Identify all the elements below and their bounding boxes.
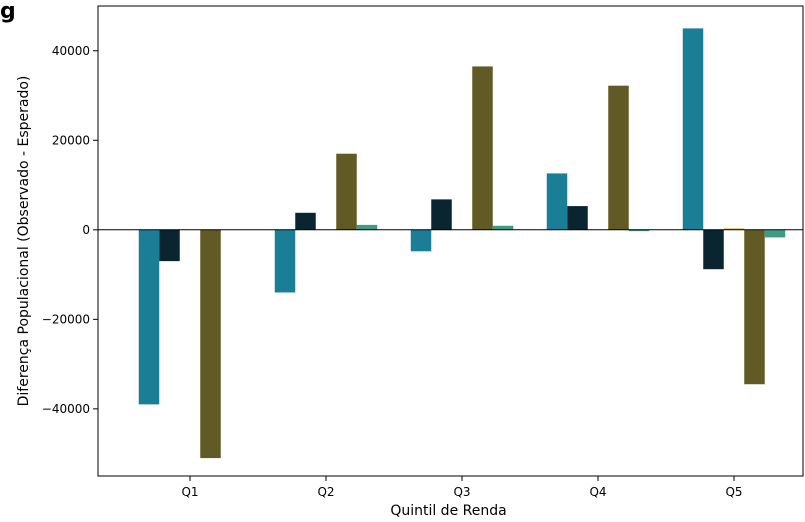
bar-s1-q2	[295, 212, 316, 230]
bar-s2-q5	[723, 228, 745, 230]
y-axis-label: Diferença Populacional (Observado - Espe…	[16, 76, 32, 407]
x-axis-ticks: Q1 Q2 Q3 Q4 Q5	[181, 476, 743, 499]
bar-s1-q4	[567, 206, 588, 230]
bar-s1-q1	[159, 229, 180, 262]
bar-s3-q5	[744, 229, 765, 385]
bar-s0-q3	[410, 229, 432, 252]
y-tick-label: −20000	[42, 312, 90, 326]
bar-s4-q2	[356, 224, 378, 230]
x-tick-label-q5: Q5	[725, 485, 742, 499]
y-tick-label: 0	[82, 223, 90, 237]
bar-s0-q1	[138, 229, 160, 405]
y-tick-label: 40000	[52, 44, 90, 58]
bar-s4-q5	[764, 229, 786, 238]
bar-s0-q4	[546, 173, 568, 230]
y-tick-label: 20000	[52, 133, 90, 147]
x-tick-label-q2: Q2	[317, 485, 334, 499]
y-axis-ticks: −40000 −20000 0 20000 40000	[42, 44, 98, 416]
axes-frame	[97, 5, 804, 477]
bar-s0-q2	[274, 229, 296, 293]
bars-group	[138, 28, 786, 459]
x-tick-label-q1: Q1	[181, 485, 198, 499]
bar-s0-q5	[682, 28, 704, 230]
bar-s3-q4	[608, 85, 629, 230]
bar-s1-q3	[431, 199, 452, 230]
panel-letter: g	[0, 0, 16, 24]
x-tick-label-q3: Q3	[453, 485, 470, 499]
x-axis-label: Quintil de Renda	[390, 503, 506, 519]
bar-s3-q3	[472, 66, 493, 230]
bar-s1-q5	[703, 229, 724, 270]
bar-s3-q2	[336, 153, 357, 230]
bar-s4-q4	[628, 229, 650, 232]
y-tick-label: −40000	[42, 402, 90, 416]
x-tick-label-q4: Q4	[589, 485, 606, 499]
bar-s4-q3	[492, 225, 514, 230]
bar-s3-q1	[200, 229, 221, 459]
